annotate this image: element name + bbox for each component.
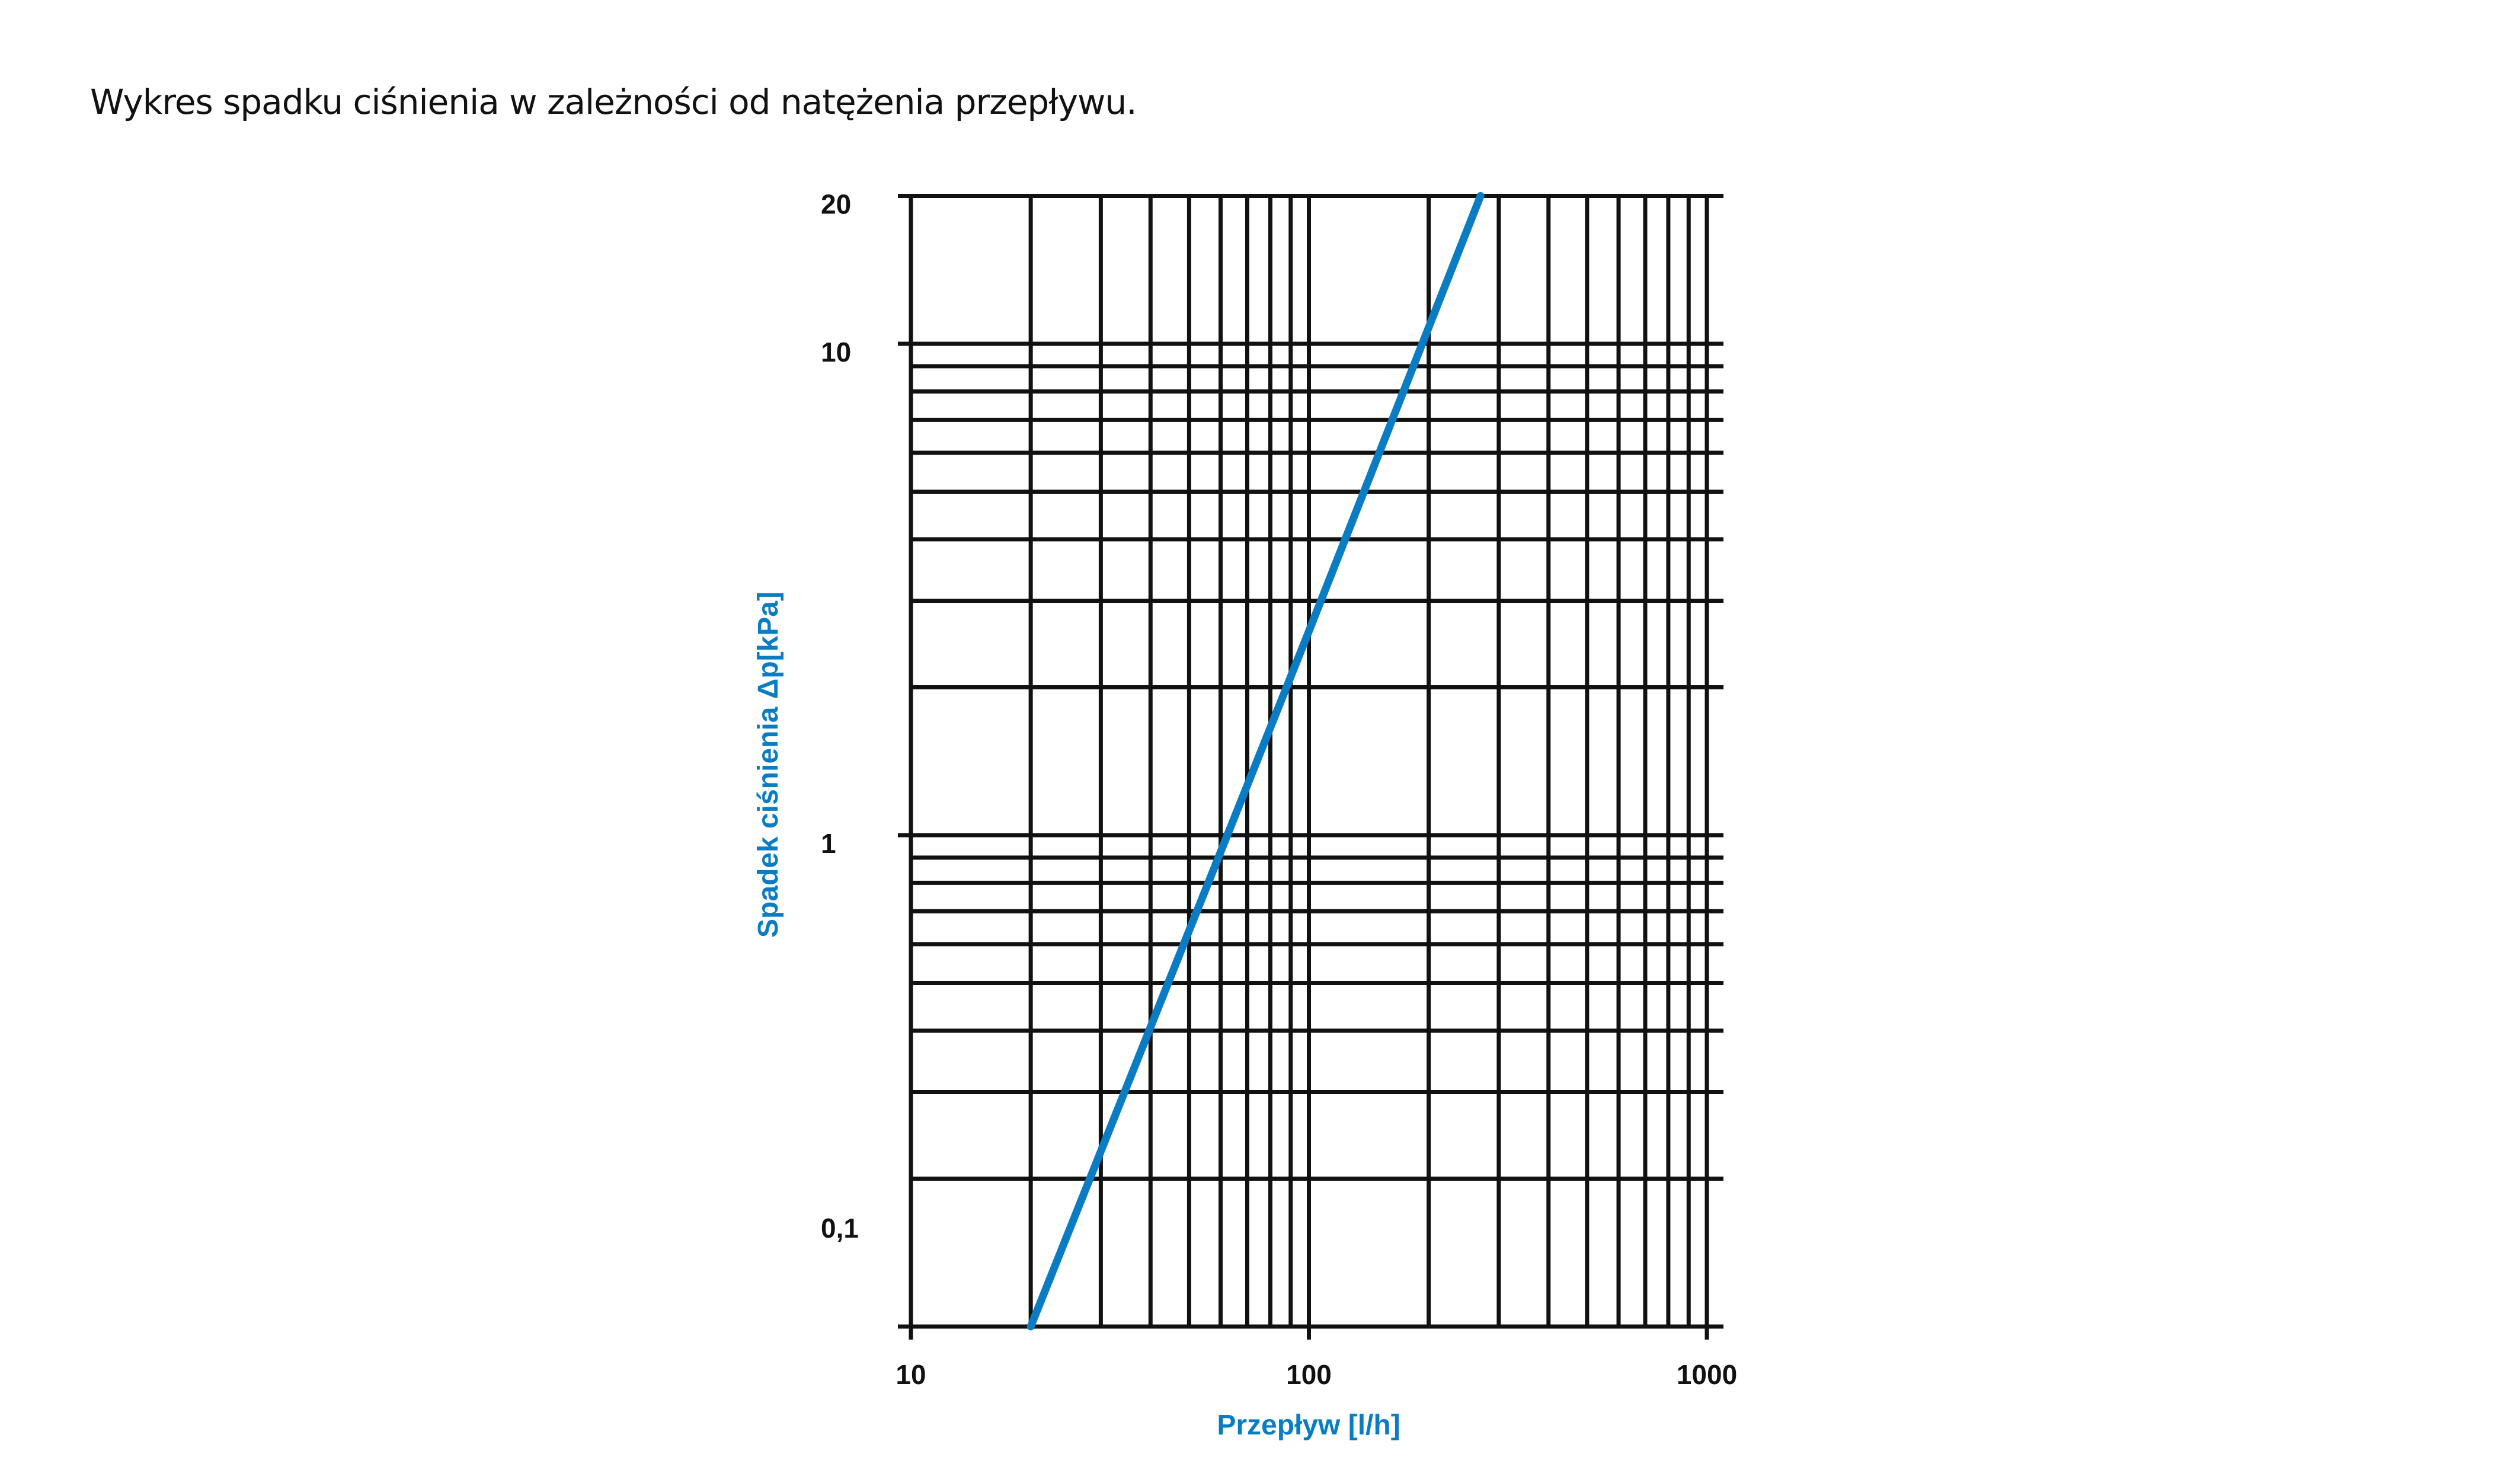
x-tick-label: 10 <box>896 1359 926 1390</box>
series-line <box>1026 191 1485 1331</box>
x-axis-label: Przepływ [l/h] <box>1217 1410 1400 1441</box>
y-tick-label: 20 <box>821 188 851 219</box>
page-title: Wykres spadku ciśnienia w zależności od … <box>90 82 1137 122</box>
series <box>1026 191 1485 1331</box>
x-tick-label: 100 <box>1286 1359 1332 1390</box>
y-tick-label: 0,1 <box>821 1213 859 1244</box>
x-tick-label: 1000 <box>1677 1359 1737 1390</box>
y-tick-label: 10 <box>821 337 851 368</box>
y-axis-label: Spadek ciśnienia Δp[kPa] <box>753 592 784 938</box>
tick-labels: 10 100 1000 0,1 1 10 20 <box>821 188 1737 1390</box>
grid <box>898 193 1723 1340</box>
y-tick-label: 1 <box>821 828 836 859</box>
